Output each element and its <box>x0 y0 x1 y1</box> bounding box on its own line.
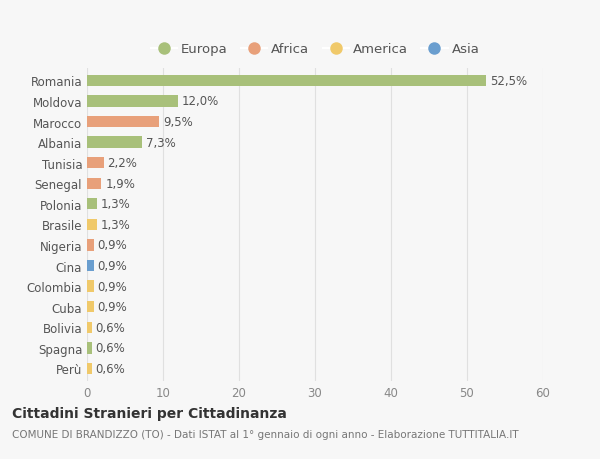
Text: 1,3%: 1,3% <box>101 218 130 231</box>
Text: 7,3%: 7,3% <box>146 136 176 149</box>
Text: 0,9%: 0,9% <box>98 259 127 273</box>
Bar <box>87 219 97 230</box>
Bar <box>87 342 92 354</box>
Text: 1,3%: 1,3% <box>101 198 130 211</box>
Text: 0,6%: 0,6% <box>95 341 125 355</box>
Bar <box>87 76 486 87</box>
Bar <box>87 240 94 251</box>
Text: 0,9%: 0,9% <box>98 280 127 293</box>
Bar <box>87 281 94 292</box>
Bar <box>87 199 97 210</box>
Bar <box>87 157 104 169</box>
Bar <box>87 117 159 128</box>
Bar <box>87 96 178 107</box>
Text: 0,6%: 0,6% <box>95 362 125 375</box>
Bar <box>87 302 94 313</box>
Bar <box>87 178 101 190</box>
Text: 0,9%: 0,9% <box>98 239 127 252</box>
Text: 52,5%: 52,5% <box>490 75 527 88</box>
Text: COMUNE DI BRANDIZZO (TO) - Dati ISTAT al 1° gennaio di ogni anno - Elaborazione : COMUNE DI BRANDIZZO (TO) - Dati ISTAT al… <box>12 429 518 439</box>
Text: 2,2%: 2,2% <box>107 157 137 170</box>
Text: 9,5%: 9,5% <box>163 116 193 129</box>
Legend: Europa, Africa, America, Asia: Europa, Africa, America, Asia <box>151 43 479 56</box>
Bar <box>87 363 92 374</box>
Bar <box>87 260 94 272</box>
Text: 12,0%: 12,0% <box>182 95 219 108</box>
Bar <box>87 137 142 148</box>
Text: 0,9%: 0,9% <box>98 301 127 313</box>
Text: 0,6%: 0,6% <box>95 321 125 334</box>
Text: 1,9%: 1,9% <box>105 177 135 190</box>
Bar <box>87 322 92 333</box>
Text: Cittadini Stranieri per Cittadinanza: Cittadini Stranieri per Cittadinanza <box>12 406 287 420</box>
